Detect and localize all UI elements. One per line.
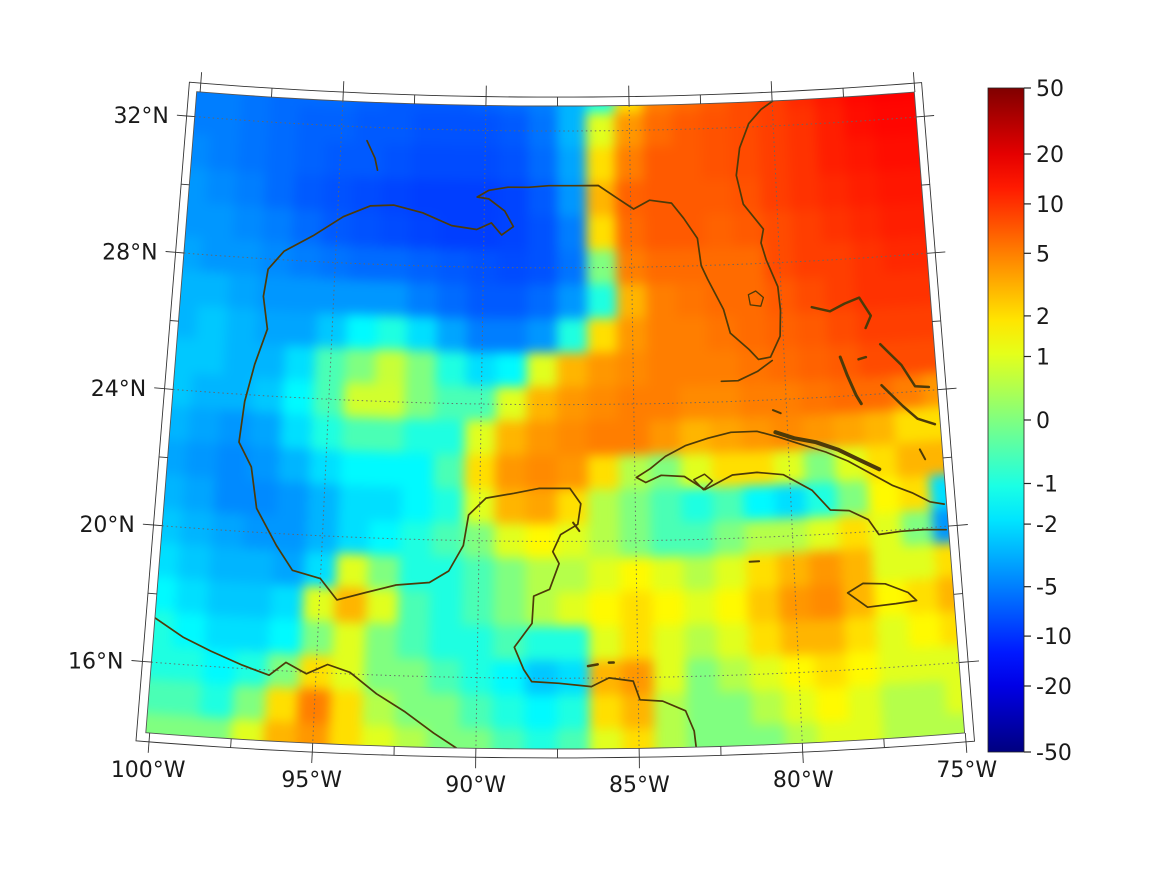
x-tick-label: 85°W — [609, 773, 670, 798]
colorbar-tick-label: 50 — [1036, 77, 1064, 102]
y-tick-label: 20°N — [79, 513, 134, 538]
y-tick-label: 24°N — [91, 377, 146, 402]
colorbar-gradient — [988, 88, 1024, 752]
colorbar-tick-label: 20 — [1036, 143, 1064, 168]
heatmap-field — [132, 64, 986, 767]
colorbar-tick-label: 2 — [1036, 305, 1050, 330]
coastline-hn_is1 — [588, 664, 598, 666]
x-tick-label: 95°W — [281, 768, 342, 793]
colorbar-tick-label: -50 — [1036, 741, 1072, 766]
colorbar-tick-label: 0 — [1036, 409, 1050, 434]
colorbar-tick-label: -5 — [1036, 576, 1058, 601]
y-tick-label: 28°N — [102, 241, 157, 266]
x-tick-label: 100°W — [111, 758, 186, 783]
colorbar-tick-label: 10 — [1036, 193, 1064, 218]
colorbar-tick-label: -20 — [1036, 675, 1072, 700]
y-tick-label: 32°N — [113, 104, 168, 129]
colorbar-tick-label: 1 — [1036, 346, 1050, 371]
colorbar-tick-label: -2 — [1036, 513, 1058, 538]
colorbar-tick-label: -10 — [1036, 625, 1072, 650]
colorbar-tick-label: 5 — [1036, 242, 1050, 267]
x-tick-label: 75°W — [936, 758, 997, 783]
colorbar-tick-label: -1 — [1036, 473, 1058, 498]
x-tick-label: 90°W — [445, 773, 506, 798]
x-tick-label: 80°W — [773, 768, 834, 793]
y-tick-label: 16°N — [68, 650, 123, 675]
